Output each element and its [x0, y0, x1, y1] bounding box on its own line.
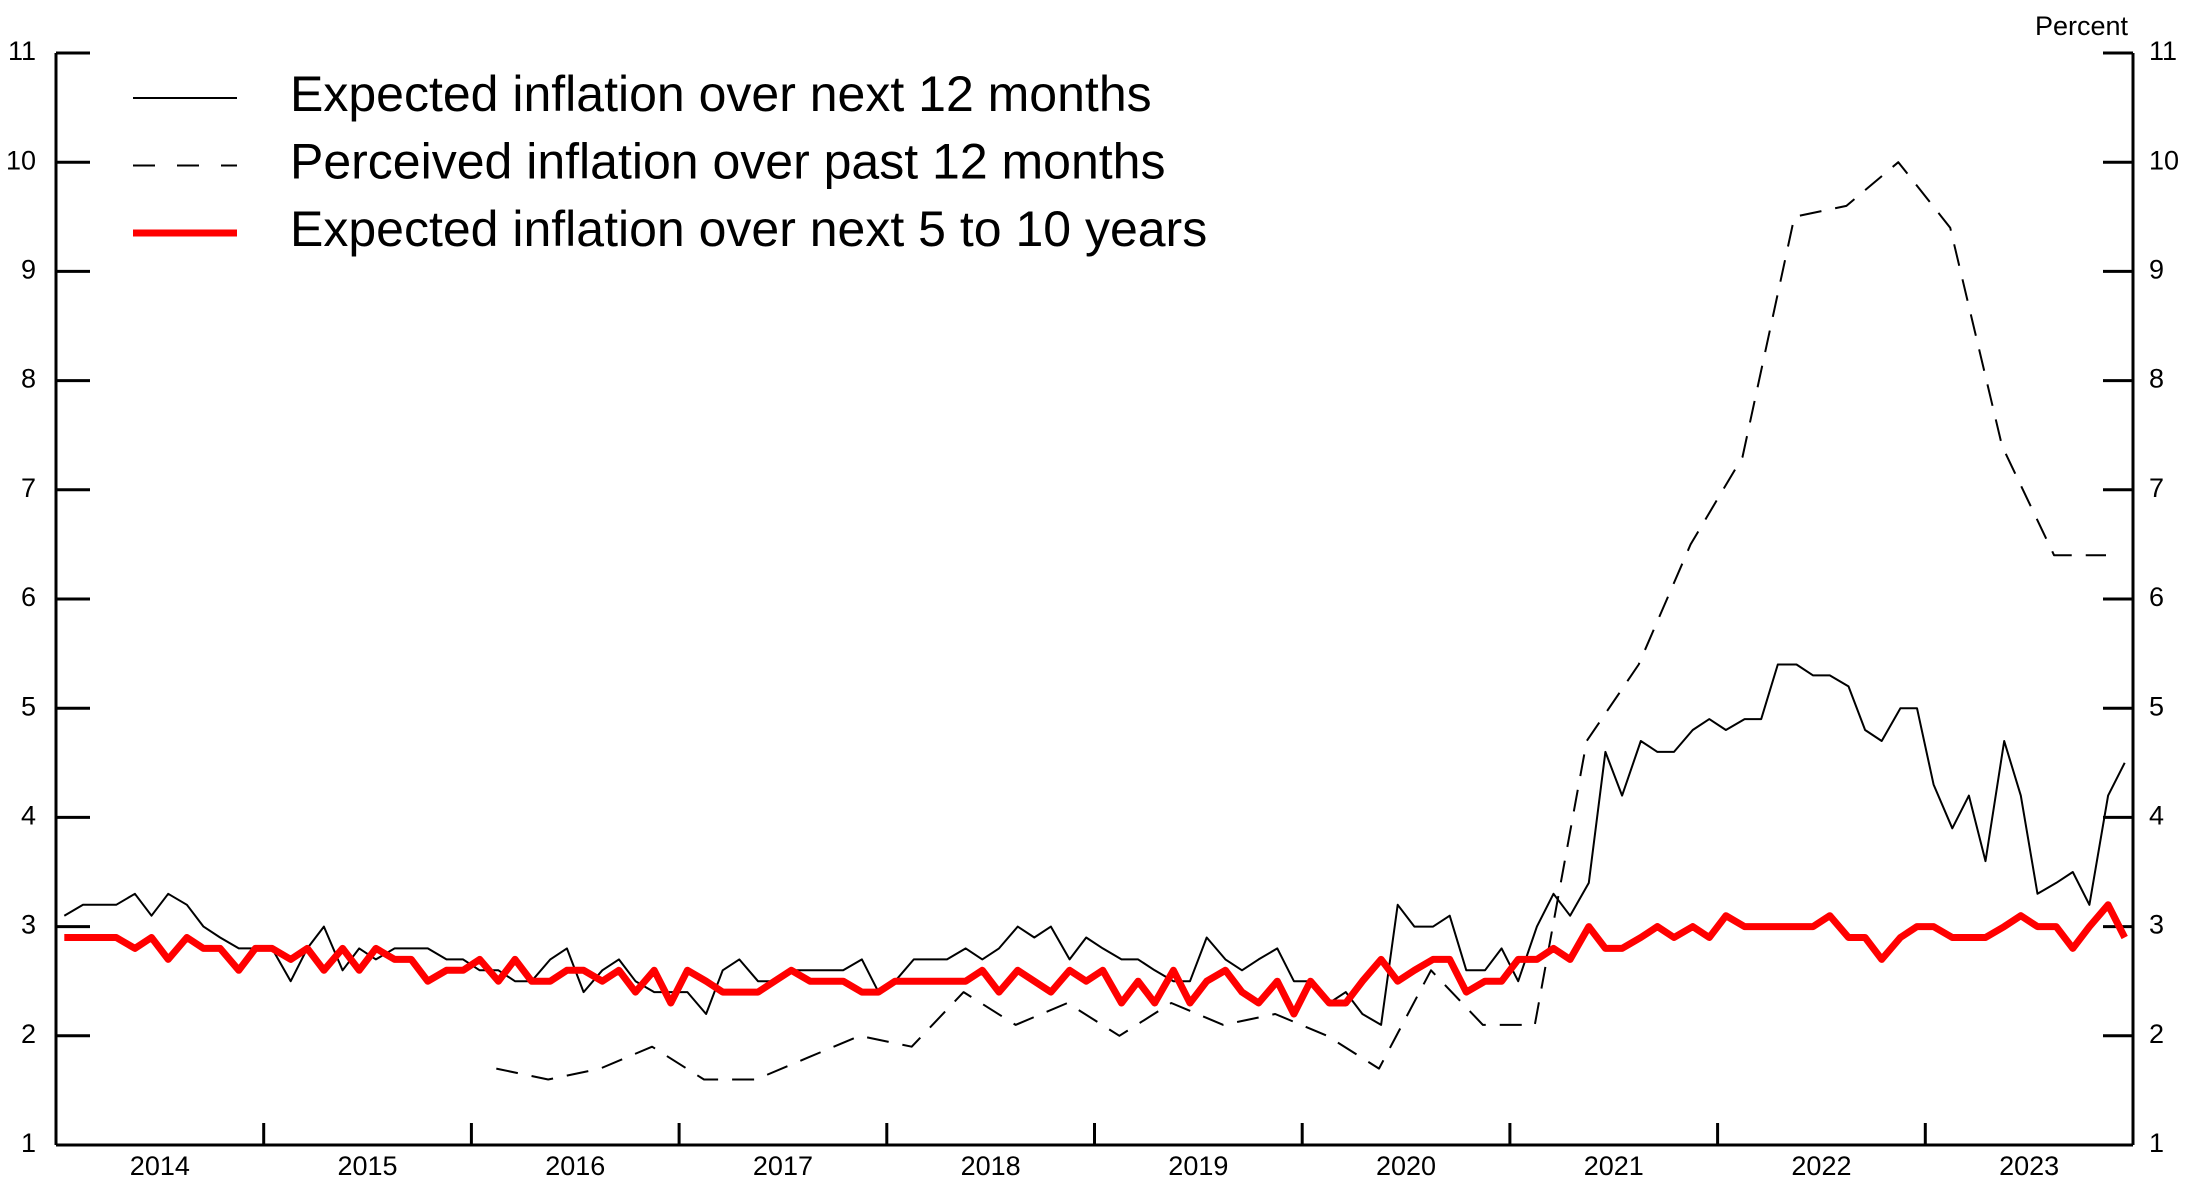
y-tick-label: 1: [21, 1128, 36, 1158]
y-tick-label: 7: [21, 473, 36, 503]
x-tick-label: 2017: [753, 1151, 813, 1181]
y2-tick-label: 11: [2149, 36, 2177, 66]
y-axis-label: Percent: [2035, 11, 2129, 41]
x-tick-label: 2018: [961, 1151, 1021, 1181]
x-tick-label: 2019: [1168, 1151, 1228, 1181]
series-line: [496, 161, 2106, 1081]
y-tick-label: 4: [21, 801, 36, 831]
y2-tick-label: 8: [2149, 364, 2164, 394]
y2-tick-label: 4: [2149, 801, 2164, 831]
y-tick-label: 6: [21, 582, 36, 612]
x-tick-label: 2021: [1584, 1151, 1644, 1181]
y2-tick-label: 7: [2149, 473, 2164, 503]
x-tick-label: 2020: [1376, 1151, 1436, 1181]
y2-tick-label: 6: [2149, 582, 2164, 612]
y2-tick-label: 3: [2149, 910, 2164, 940]
legend-label: Expected inflation over next 5 to 10 yea…: [290, 201, 1207, 257]
x-tick-label: 2022: [1791, 1151, 1851, 1181]
y2-tick-label: 1: [2149, 1128, 2164, 1158]
y-tick-label: 2: [21, 1019, 36, 1049]
y2-tick-label: 9: [2149, 255, 2164, 285]
y-tick-label: 3: [21, 910, 36, 940]
y-tick-label: 11: [8, 36, 36, 66]
legend-label: Perceived inflation over past 12 months: [290, 134, 1166, 190]
x-tick-label: 2014: [130, 1151, 190, 1181]
y2-tick-label: 5: [2149, 691, 2164, 721]
x-tick-label: 2015: [338, 1151, 398, 1181]
x-tick-label: 2023: [1999, 1151, 2059, 1181]
y2-tick-label: 2: [2149, 1019, 2164, 1049]
legend-label: Expected inflation over next 12 months: [290, 66, 1152, 122]
series-line: [64, 901, 2128, 1018]
y-tick-label: 9: [21, 255, 36, 285]
x-tick-label: 2016: [545, 1151, 605, 1181]
series-line: [63, 663, 2126, 1026]
y-tick-label: 10: [6, 145, 36, 175]
y2-tick-label: 10: [2149, 145, 2179, 175]
y-tick-label: 5: [21, 691, 36, 721]
y-tick-label: 8: [21, 364, 36, 394]
